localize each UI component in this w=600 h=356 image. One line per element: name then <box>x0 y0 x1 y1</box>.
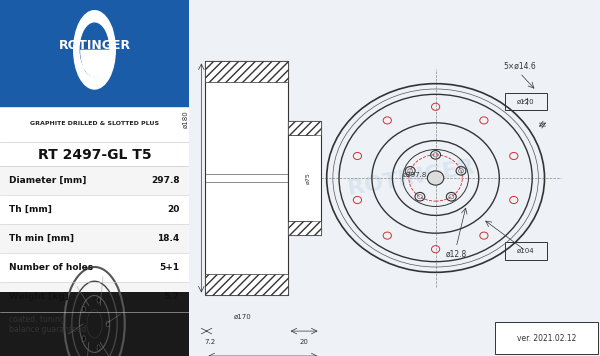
Text: Diameter [mm]: Diameter [mm] <box>10 176 87 185</box>
Text: 18.4: 18.4 <box>157 234 179 243</box>
Text: Number of holes: Number of holes <box>10 263 94 272</box>
Text: ROTINGER: ROTINGER <box>58 39 131 52</box>
Text: 5×ø14.6: 5×ø14.6 <box>503 61 536 70</box>
Text: ø170: ø170 <box>233 314 251 320</box>
Bar <box>287 221 320 235</box>
Text: 20: 20 <box>299 339 308 345</box>
Text: 297.8: 297.8 <box>151 176 179 185</box>
Text: ø75: ø75 <box>305 172 311 184</box>
Circle shape <box>106 321 109 327</box>
Text: 20: 20 <box>167 205 179 214</box>
Bar <box>0 282 189 312</box>
Circle shape <box>80 23 109 77</box>
Text: ø180: ø180 <box>183 110 189 128</box>
Bar <box>205 61 287 295</box>
Circle shape <box>97 345 100 351</box>
FancyBboxPatch shape <box>495 322 598 354</box>
Text: RT 2497-GL T5: RT 2497-GL T5 <box>38 148 151 162</box>
Text: ver. 2021.02.12: ver. 2021.02.12 <box>517 334 576 343</box>
Text: ø104: ø104 <box>517 248 535 254</box>
Text: 5.7: 5.7 <box>164 292 179 302</box>
Text: ø170: ø170 <box>276 156 295 165</box>
Text: ROTINGER: ROTINGER <box>346 157 476 199</box>
Text: 7.2: 7.2 <box>204 339 215 345</box>
Circle shape <box>427 171 444 185</box>
Text: ø12.8: ø12.8 <box>446 250 467 259</box>
Bar <box>0 166 189 195</box>
Text: 5+1: 5+1 <box>160 263 179 272</box>
FancyBboxPatch shape <box>505 93 547 110</box>
Text: GRAPHITE DRILLED & SLOTTED PLUS: GRAPHITE DRILLED & SLOTTED PLUS <box>30 121 159 126</box>
Circle shape <box>74 11 115 89</box>
Bar <box>287 121 320 135</box>
Text: Weight [kg]: Weight [kg] <box>10 292 69 302</box>
Text: coated, tuning,
balance guaranteed: coated, tuning, balance guaranteed <box>10 315 87 334</box>
Text: Th [mm]: Th [mm] <box>10 205 52 214</box>
Bar <box>0 292 189 356</box>
Circle shape <box>82 307 85 312</box>
FancyBboxPatch shape <box>505 242 547 260</box>
Text: ø120: ø120 <box>517 99 535 104</box>
Bar <box>287 121 320 235</box>
Circle shape <box>97 297 100 303</box>
Bar <box>205 274 287 295</box>
Circle shape <box>82 336 85 341</box>
Text: Th min [mm]: Th min [mm] <box>10 234 74 243</box>
Bar <box>0 224 189 253</box>
Bar <box>205 61 287 82</box>
Text: ø297.8: ø297.8 <box>403 172 427 177</box>
Text: ®: ® <box>107 27 114 33</box>
FancyBboxPatch shape <box>0 0 189 107</box>
